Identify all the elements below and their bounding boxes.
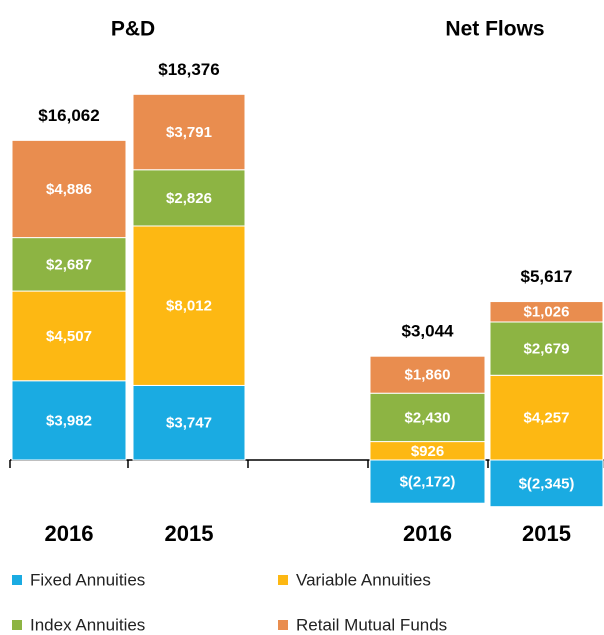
bar-segment — [11, 290, 127, 382]
bar-segment — [132, 384, 246, 461]
data-label: $4,886 — [46, 181, 92, 198]
bar-segment — [489, 301, 604, 323]
data-label: $(2,345) — [519, 475, 575, 492]
data-label: $(2,172) — [400, 474, 456, 491]
data-label: $2,687 — [46, 256, 92, 273]
data-label: $1,860 — [405, 367, 451, 384]
legend-label: Index Annuities — [30, 615, 145, 634]
total-label: $16,062 — [38, 106, 99, 125]
bar-segment — [132, 169, 246, 227]
data-label: $4,507 — [46, 328, 92, 345]
data-label: $3,747 — [166, 415, 212, 432]
x-tick-label: 2015 — [165, 521, 214, 546]
data-label: $3,982 — [46, 412, 92, 429]
data-label: $926 — [411, 443, 444, 460]
legend-swatch — [12, 575, 22, 585]
data-label: $8,012 — [166, 298, 212, 315]
legend-label: Variable Annuities — [296, 570, 431, 589]
group-title: P&D — [111, 18, 155, 41]
data-label: $2,826 — [166, 190, 212, 207]
bar-segment — [11, 139, 127, 239]
legend-label: Retail Mutual Funds — [296, 615, 447, 634]
x-tick-label: 2016 — [45, 521, 94, 546]
bar-segment — [132, 225, 246, 386]
total-label: $5,617 — [521, 267, 573, 286]
x-tick-label: 2015 — [522, 521, 571, 546]
data-label: $2,679 — [524, 341, 570, 358]
x-tick-label: 2016 — [403, 521, 452, 546]
bar-segment — [489, 459, 604, 508]
legend-label: Fixed Annuities — [30, 570, 145, 589]
total-label: $18,376 — [158, 60, 219, 79]
data-label: $1,026 — [524, 304, 570, 321]
data-label: $4,257 — [524, 410, 570, 427]
legend-swatch — [278, 620, 288, 630]
bar-segment — [132, 93, 246, 171]
bar-segment — [489, 374, 604, 461]
bar-segment — [369, 392, 486, 443]
total-label: $3,044 — [402, 322, 455, 341]
bar-segment — [11, 380, 127, 461]
bar-segment — [369, 355, 486, 394]
group-title: Net Flows — [445, 18, 544, 41]
legend-swatch — [12, 620, 22, 630]
legend-swatch — [278, 575, 288, 585]
bar-segment — [11, 237, 127, 292]
data-label: $2,430 — [405, 409, 451, 426]
data-label: $3,791 — [166, 124, 212, 141]
bar-segment — [369, 459, 486, 504]
